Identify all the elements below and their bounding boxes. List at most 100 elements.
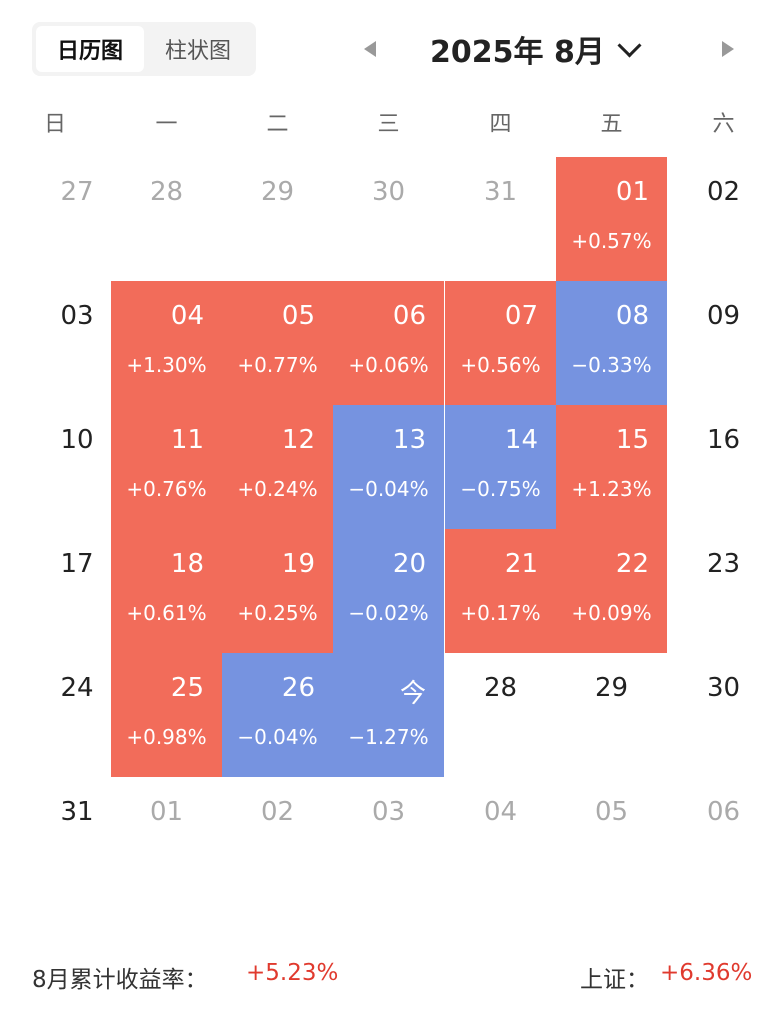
day-number: 05	[594, 797, 629, 827]
next-month-button[interactable]	[710, 22, 746, 76]
day-number: 26	[281, 673, 315, 703]
calendar-day-cell[interactable]: 19 +0.25%	[222, 529, 333, 653]
day-number: 今	[399, 679, 426, 709]
calendar-day-cell[interactable]: 05 +0.77%	[222, 281, 333, 405]
day-number: 25	[170, 673, 204, 703]
day-number: 30	[706, 673, 741, 703]
calendar-day-cell[interactable]: 06 +0.06%	[333, 281, 444, 405]
view-toggle: 日历图 柱状图	[32, 22, 256, 76]
day-number: 21	[504, 549, 538, 579]
calendar-day: 29	[222, 157, 333, 281]
weekday-label: 六	[712, 112, 735, 137]
calendar-day: 05	[556, 777, 667, 901]
weekday-label: 日	[43, 112, 66, 137]
tab-calendar[interactable]: 日历图	[36, 26, 144, 72]
calendar-day: 04	[445, 777, 556, 901]
daily-return: +0.57%	[571, 229, 652, 253]
daily-return: +0.06%	[348, 353, 429, 377]
weekday-label: 三	[377, 112, 400, 137]
calendar-day: 06	[668, 777, 779, 901]
month-title: 2025年 8月	[430, 35, 605, 70]
day-number: 29	[260, 177, 295, 207]
calendar-day-cell[interactable]: 12 +0.24%	[222, 405, 333, 529]
daily-return: −1.27%	[348, 725, 429, 749]
calendar-day-cell[interactable]: 25 +0.98%	[111, 653, 222, 777]
calendar-day-cell[interactable]: 26 −0.04%	[222, 653, 333, 777]
calendar-day: 10	[32, 405, 122, 529]
calendar-day: 01	[111, 777, 222, 901]
day-number: 02	[260, 797, 295, 827]
calendar-day-cell[interactable]: 20 −0.02%	[333, 529, 444, 653]
day-number: 15	[615, 425, 649, 455]
arrow-right-icon	[722, 41, 734, 57]
calendar-day-cell[interactable]: 22 +0.09%	[556, 529, 667, 653]
day-number: 03	[60, 301, 94, 331]
calendar-day: 03	[32, 281, 122, 405]
daily-return: −0.02%	[348, 601, 429, 625]
daily-return: +0.61%	[126, 601, 207, 625]
arrow-left-icon	[364, 41, 376, 57]
daily-return: +0.09%	[571, 601, 652, 625]
calendar-day-cell[interactable]: 18 +0.61%	[111, 529, 222, 653]
day-number: 14	[504, 425, 538, 455]
monthly-return-label: 8月累计收益率：	[32, 967, 208, 993]
day-number: 30	[371, 177, 406, 207]
calendar-day: 27	[32, 157, 122, 281]
day-number: 04	[483, 797, 518, 827]
weekday-label: 二	[266, 112, 289, 137]
daily-return: −0.33%	[571, 353, 652, 377]
daily-return: +0.76%	[126, 477, 207, 501]
day-number: 13	[392, 425, 426, 455]
summary-bar: 8月累计收益率： +5.23% 上证： +6.36%	[0, 948, 780, 1002]
daily-return: +1.23%	[571, 477, 652, 501]
day-number: 17	[60, 549, 94, 579]
day-number: 03	[371, 797, 406, 827]
daily-return: +0.17%	[460, 601, 541, 625]
calendar-day: 16	[668, 405, 779, 529]
calendar-day: 17	[32, 529, 122, 653]
daily-return: +0.77%	[237, 353, 318, 377]
calendar-day: 29	[556, 653, 667, 777]
calendar-day-cell[interactable]: 11 +0.76%	[111, 405, 222, 529]
calendar-day-cell[interactable]: 15 +1.23%	[556, 405, 667, 529]
daily-return: +1.30%	[126, 353, 207, 377]
tab-bar-chart[interactable]: 柱状图	[164, 39, 231, 64]
calendar-day-cell[interactable]: 07 +0.56%	[445, 281, 556, 405]
calendar-day-cell[interactable]: 08 −0.33%	[556, 281, 667, 405]
weekday-label: 一	[155, 112, 178, 137]
day-number: 06	[392, 301, 426, 331]
day-number: 08	[615, 301, 649, 331]
index-label: 上证：	[580, 967, 649, 993]
calendar-day-cell[interactable]: 14 −0.75%	[445, 405, 556, 529]
day-number: 20	[392, 549, 426, 579]
prev-month-button[interactable]	[352, 22, 388, 76]
calendar-day-cell[interactable]: 13 −0.04%	[333, 405, 444, 529]
daily-return: −0.04%	[237, 725, 318, 749]
calendar-day: 02	[668, 157, 779, 281]
calendar-day: 31	[445, 157, 556, 281]
day-number: 12	[281, 425, 315, 455]
month-selector[interactable]: 2025年 8月	[430, 22, 642, 76]
calendar-day: 31	[32, 777, 122, 901]
calendar-day: 24	[32, 653, 122, 777]
calendar-day: 30	[333, 157, 444, 281]
day-number: 11	[170, 425, 204, 455]
calendar-day: 28	[445, 653, 556, 777]
calendar-day: 09	[668, 281, 779, 405]
calendar-day-cell[interactable]: 01 +0.57%	[556, 157, 667, 281]
calendar-day-cell[interactable]: 今 −1.27%	[333, 653, 444, 777]
calendar-day-cell[interactable]: 21 +0.17%	[445, 529, 556, 653]
day-number: 31	[483, 177, 518, 207]
calendar-day: 03	[333, 777, 444, 901]
chevron-down-icon	[617, 32, 642, 58]
calendar-day: 02	[222, 777, 333, 901]
daily-return: +0.25%	[237, 601, 318, 625]
day-number: 05	[281, 301, 315, 331]
day-number: 10	[60, 425, 94, 455]
calendar-day-cell[interactable]: 04 +1.30%	[111, 281, 222, 405]
weekday-label: 四	[489, 112, 512, 137]
day-number: 27	[60, 177, 94, 207]
index-value: +6.36%	[660, 960, 753, 986]
daily-return: +0.24%	[237, 477, 318, 501]
monthly-return-value: +5.23%	[246, 960, 339, 986]
